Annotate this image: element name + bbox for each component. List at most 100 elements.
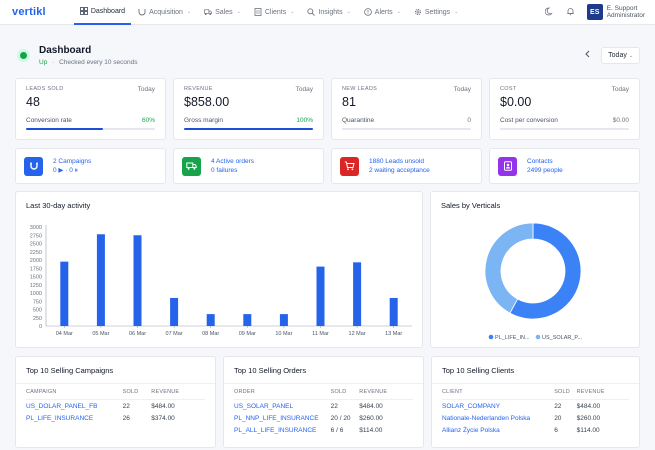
column-header[interactable]: CAMPAIGN [26,384,123,400]
app-logo[interactable]: vertikl [12,6,46,18]
x-tick-label: 10 Mar [275,331,292,337]
stat-foot-value: 0 [467,117,471,124]
stat-card[interactable]: REVENUE Today $858.00 Gross margin 100% [173,78,324,140]
search-icon [307,8,316,16]
row-name-link[interactable]: US_SOLAR_PANEL [234,403,294,410]
column-header[interactable]: SOLD [330,384,360,400]
activity-chart-title: Last 30-day activity [26,201,91,210]
table-cell: 20 [554,415,562,422]
row-name-link[interactable]: PL_LIFE_INSURANCE [26,415,94,422]
nav-label: Clients [264,8,287,16]
chevron-down-icon: ⌄ [290,9,295,15]
activity-bar[interactable] [243,314,252,326]
info-card[interactable]: 2 Campaigns 0 ▶ · 0 ⏸ [15,148,166,184]
activity-bar[interactable] [316,266,325,326]
nav-label: Acquisition [149,8,183,16]
nav-item-settings[interactable]: Settings ⌄ [408,0,465,25]
status-separator: · [52,58,55,66]
row-name-link[interactable]: Nationale-Nederlanden Polska [442,415,531,422]
row-name-link[interactable]: US_DOLAR_PANEL_FB [26,403,98,410]
magnet-icon [24,156,43,176]
stat-foot-value: 60% [141,117,155,124]
table-row[interactable]: PL_ALL_LIFE_INSURANCE 6 / 6 $114.00 [234,424,413,436]
table-row[interactable]: Allianz Życie Polska 6 $114.00 [442,424,629,436]
info-line-2[interactable]: 2 waiting acceptance [369,167,430,174]
nav-label: Settings [424,8,451,16]
table-row[interactable]: US_DOLAR_PANEL_FB 22 $484.00 [26,400,205,413]
table-row[interactable]: Nationale-Nederlanden Polska 20 $260.00 [442,412,629,424]
activity-bar[interactable] [206,314,215,326]
info-cards-row: 2 Campaigns 0 ▶ · 0 ⏸ 4 Active orders 0 fai… [0,148,655,184]
column-header[interactable]: REVENUE [576,384,629,400]
nav-item-alerts[interactable]: Alerts ⌄ [358,0,407,25]
stat-card[interactable]: COST Today $0.00 Cost per conversion $0.00 [489,78,640,140]
period-select[interactable]: Today ⌄ [601,46,640,64]
info-line-2[interactable]: 0 failures [211,167,238,174]
stat-label: NEW LEADS [342,86,378,92]
column-header[interactable]: SOLD [554,384,577,400]
chevron-down-icon: ⌄ [454,9,459,15]
nav-item-clients[interactable]: Clients ⌄ [248,0,301,25]
chevron-left-icon[interactable] [584,50,591,60]
moon-icon[interactable] [544,7,554,18]
nav-item-sales[interactable]: Sales ⌄ [198,0,247,25]
table-row[interactable]: US_SOLAR_PANEL 22 $484.00 [234,400,413,413]
column-header[interactable]: SOLD [122,384,152,400]
nav-item-acquisition[interactable]: Acquisition ⌄ [132,0,197,25]
table-title: Top 10 Selling Campaigns [16,357,215,384]
column-header[interactable]: ORDER [234,384,331,400]
nav-item-dashboard[interactable]: Dashboard [73,0,132,25]
user-name: E. Support [606,5,638,12]
info-card[interactable]: 4 Active orders 0 failures [173,148,324,184]
status-line: Up · Checked every 10 seconds [39,59,138,66]
info-line-1[interactable]: Contacts [527,158,553,165]
x-tick-label: 08 Mar [202,331,219,337]
info-card[interactable]: Contacts 2499 people [489,148,640,184]
stat-label: LEADS SOLD [26,86,64,92]
activity-bar[interactable] [96,234,105,326]
info-card[interactable]: 1880 Leads unsold 2 waiting acceptance [331,148,482,184]
column-header[interactable]: CLIENT [442,384,555,400]
bell-icon[interactable] [566,7,575,18]
row-name-link[interactable]: Allianz Życie Polska [442,427,500,434]
user-menu[interactable]: ES E. Support Administrator [586,4,645,20]
stat-foot-label: Conversion rate [26,117,72,124]
row-name-link[interactable]: PL_NNP_LIFE_INSURANCE [234,415,319,422]
activity-bar[interactable] [279,314,288,326]
legend-label[interactable]: US_SOLAR_P... [542,335,582,341]
truck-icon [182,156,201,176]
column-header[interactable]: REVENUE [359,384,413,400]
donut-slice[interactable] [509,222,582,320]
donut-slice[interactable] [484,222,534,314]
activity-bar[interactable] [170,297,179,326]
info-line-1[interactable]: 4 Active orders [211,158,254,165]
row-name-link[interactable]: PL_ALL_LIFE_INSURANCE [234,427,317,434]
activity-bar[interactable] [60,261,69,326]
y-tick-label: 2250 [30,250,42,256]
chevron-down-icon: ⌄ [236,9,241,15]
stat-card[interactable]: NEW LEADS Today 81 Quarantine 0 [331,78,482,140]
table-row[interactable]: SOLAR_COMPANY 22 $484.00 [442,400,629,413]
info-line-1[interactable]: 1880 Leads unsold [369,158,424,165]
top-navbar: vertikl Dashboard Acquisition ⌄ Sales ⌄ Cl… [0,0,655,25]
table-title: Top 10 Selling Clients [432,357,639,384]
stat-foot-label: Cost per conversion [500,117,558,124]
column-header[interactable]: REVENUE [151,384,205,400]
table-row[interactable]: PL_NNP_LIFE_INSURANCE 20 / 20 $260.00 [234,412,413,424]
table-cell: $484.00 [576,403,601,410]
chevron-down-icon: ⌄ [628,52,633,59]
info-line-1[interactable]: 2 Campaigns [53,158,92,165]
activity-bar[interactable] [133,235,142,326]
nav-item-insights[interactable]: Insights ⌄ [301,0,356,25]
table-row[interactable]: PL_LIFE_INSURANCE 26 $374.00 [26,412,205,424]
page-title: Dashboard [39,44,92,56]
row-name-link[interactable]: SOLAR_COMPANY [442,403,501,410]
table-cell: $114.00 [359,427,383,434]
legend-label[interactable]: PL_LIFE_IN... [495,335,530,341]
chevron-down-icon: ⌄ [186,9,192,15]
info-line-2[interactable]: 2499 people [527,167,563,174]
activity-bar[interactable] [389,297,398,326]
info-line-2[interactable]: 0 ▶ · 0 ⏸ [53,167,78,174]
activity-bar[interactable] [353,262,362,326]
stat-card[interactable]: LEADS SOLD Today 48 Conversion rate 60% [15,78,166,140]
